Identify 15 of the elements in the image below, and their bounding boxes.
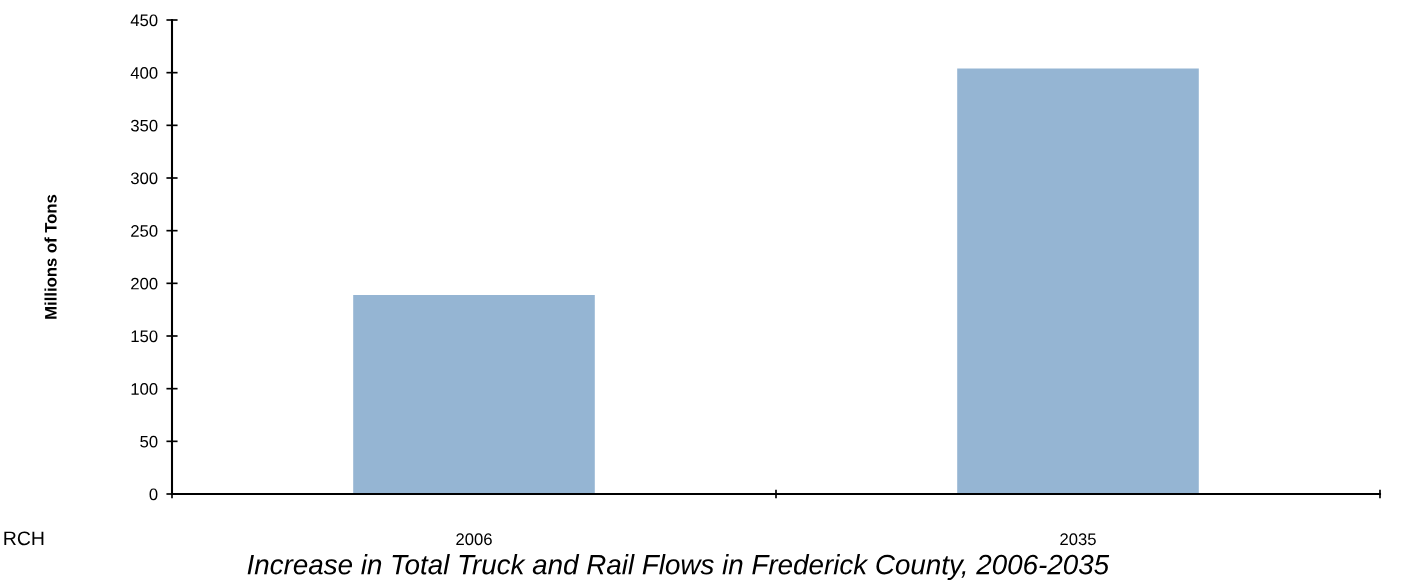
y-tick-label: 400 bbox=[130, 67, 158, 79]
y-tick-label: 250 bbox=[131, 225, 158, 237]
x-tick-label: 2006 bbox=[456, 533, 492, 546]
y-tick-label: 350 bbox=[130, 119, 158, 132]
y-tick-label: 200 bbox=[131, 277, 158, 290]
y-tick-label: 0 bbox=[149, 488, 158, 501]
y-tick-label: 50 bbox=[140, 435, 158, 448]
x-tick-label: 2035 bbox=[1060, 533, 1096, 546]
y-tick-label: 300 bbox=[130, 172, 158, 185]
y-tick-label: 150 bbox=[131, 330, 158, 343]
y-axis-title: Millions of Tons bbox=[44, 194, 57, 319]
y-tick-label: 450 bbox=[130, 14, 158, 27]
y-tick-label: 100 bbox=[131, 383, 158, 395]
text: RCH bbox=[4, 531, 44, 546]
text: Increase in Total Truck and Rail Flows in Frederick County, 2006-2035 bbox=[247, 554, 1110, 580]
